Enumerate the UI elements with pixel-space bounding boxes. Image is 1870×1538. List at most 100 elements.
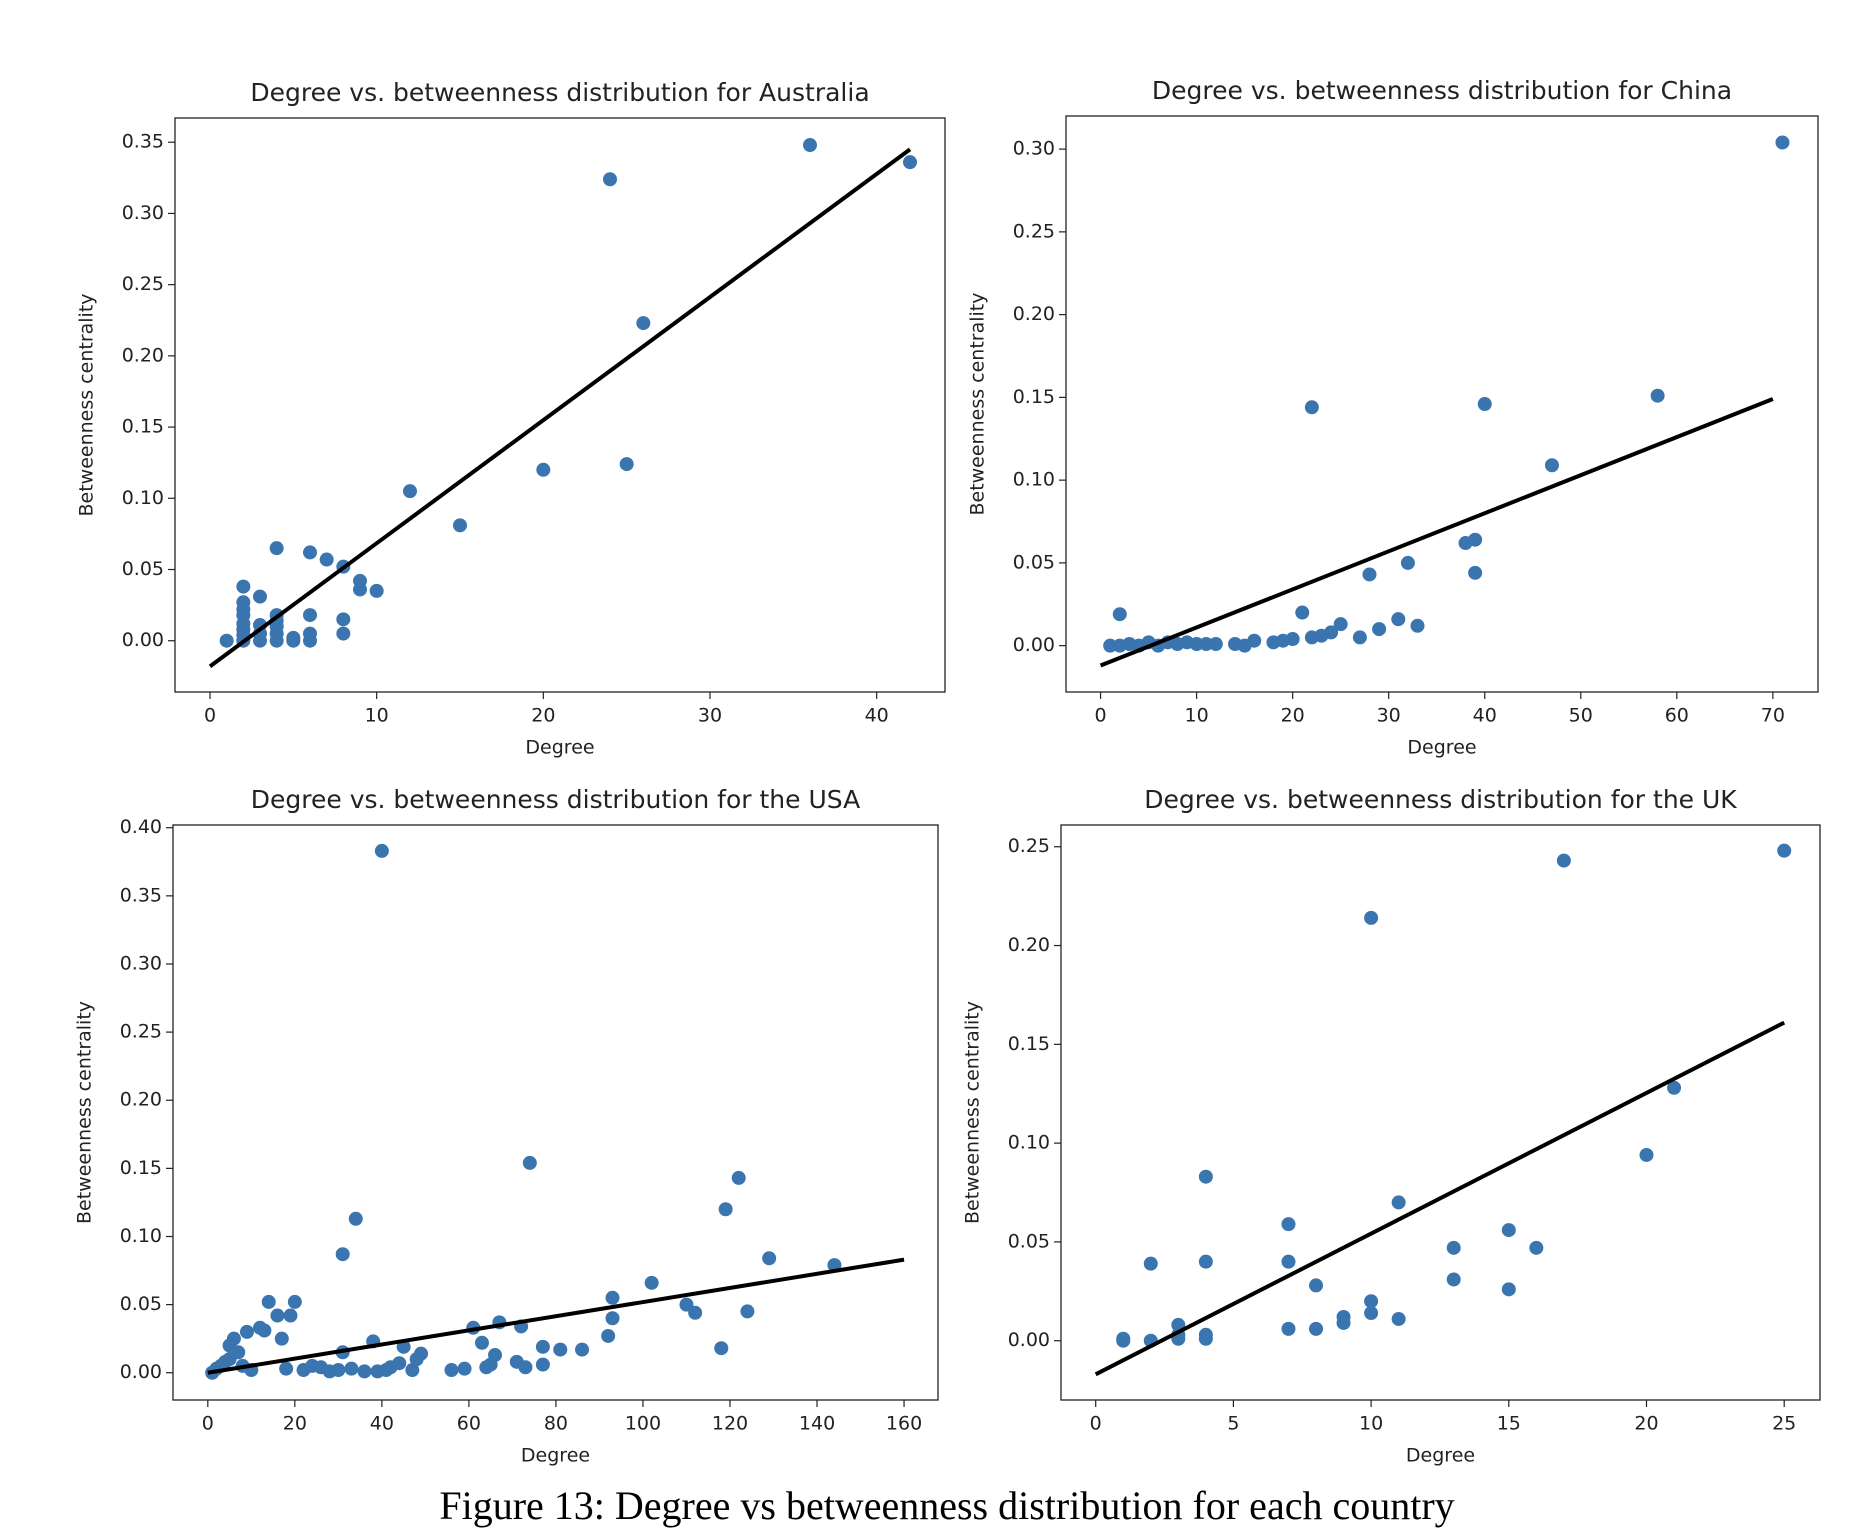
data-point <box>353 582 367 597</box>
x-tick-label: 60 <box>1665 705 1689 727</box>
data-point <box>331 1363 346 1378</box>
data-point <box>903 155 917 170</box>
data-point <box>1364 1306 1379 1321</box>
data-point <box>518 1360 533 1375</box>
data-point <box>369 583 384 598</box>
x-tick-label: 0 <box>202 1413 214 1435</box>
data-point <box>1336 1315 1351 1330</box>
y-tick-label: 0.20 <box>120 1089 162 1111</box>
x-axis-label: Degree <box>521 1445 590 1467</box>
x-axis-label: Degree <box>1407 737 1476 759</box>
x-tick-label: 40 <box>370 1413 394 1435</box>
data-point <box>605 1290 620 1305</box>
x-tick-label: 10 <box>365 705 389 727</box>
data-point <box>335 1247 350 1262</box>
data-point <box>257 1323 272 1338</box>
x-tick-label: 60 <box>457 1413 481 1435</box>
data-point <box>219 633 234 648</box>
y-tick-label: 0.20 <box>1008 934 1050 956</box>
data-point <box>1295 605 1310 620</box>
plot-frame <box>1065 115 1819 693</box>
data-point <box>1529 1240 1544 1255</box>
data-point <box>287 1294 302 1309</box>
y-tick-label: 0.25 <box>1013 220 1055 242</box>
data-point <box>279 1361 294 1376</box>
y-tick-label: 0.00 <box>1013 634 1055 656</box>
y-tick-label: 0.00 <box>1008 1329 1050 1351</box>
data-point <box>740 1304 755 1319</box>
plot-frame <box>172 824 939 1401</box>
data-point <box>488 1348 503 1363</box>
data-point <box>1309 1278 1324 1293</box>
data-point <box>1544 458 1559 473</box>
data-point <box>603 172 617 187</box>
data-point <box>1352 630 1367 645</box>
data-point <box>636 316 651 331</box>
data-point <box>1468 565 1483 580</box>
data-point <box>731 1170 746 1185</box>
data-point <box>1324 625 1339 640</box>
y-tick-label: 0.35 <box>122 131 164 153</box>
data-point <box>1775 135 1790 150</box>
data-point <box>1556 853 1571 868</box>
scatter-panel: Degree vs. betweenness distribution for … <box>74 785 939 1467</box>
x-tick-label: 40 <box>865 705 889 727</box>
y-tick-label: 0.30 <box>1013 138 1055 160</box>
y-tick-label: 0.10 <box>1008 1132 1050 1154</box>
y-axis-label: Betweenness centrality <box>967 292 989 515</box>
data-point <box>1208 637 1223 651</box>
x-tick-label: 70 <box>1761 705 1785 727</box>
trend-line <box>208 147 912 668</box>
x-tick-label: 15 <box>1497 1413 1521 1435</box>
data-point <box>535 1357 550 1372</box>
data-point <box>1247 633 1262 648</box>
data-point <box>231 1345 246 1360</box>
y-axis-label: Betweenness centrality <box>74 1001 96 1224</box>
data-point <box>253 633 267 648</box>
data-point <box>1281 1217 1296 1232</box>
data-point <box>319 552 334 567</box>
x-tick-label: 40 <box>1473 705 1497 727</box>
data-point <box>283 1308 298 1323</box>
plot-frame <box>1060 824 1821 1401</box>
data-point <box>239 1324 254 1339</box>
data-point <box>303 545 317 560</box>
trend-line <box>1099 397 1774 668</box>
y-tick-label: 0.20 <box>122 344 164 366</box>
data-point <box>474 1335 489 1350</box>
x-tick-label: 20 <box>1634 1413 1658 1435</box>
x-tick-label: 120 <box>712 1413 748 1435</box>
data-point <box>453 518 467 533</box>
data-point <box>1333 617 1348 632</box>
x-tick-label: 80 <box>544 1413 568 1435</box>
data-point <box>522 1155 537 1170</box>
x-tick-label: 30 <box>1377 705 1401 727</box>
data-point <box>1639 1147 1654 1162</box>
y-tick-label: 0.10 <box>1013 469 1055 491</box>
x-tick-label: 100 <box>625 1413 661 1435</box>
chart-title: Degree vs. betweenness distribution for … <box>1152 76 1732 105</box>
x-tick-label: 0 <box>1095 705 1107 727</box>
data-point <box>1198 1169 1213 1184</box>
data-point <box>575 1342 590 1357</box>
data-point <box>253 589 267 604</box>
data-point <box>762 1251 777 1266</box>
x-tick-label: 140 <box>799 1413 835 1435</box>
y-tick-label: 0.40 <box>120 816 162 838</box>
data-point <box>1143 1256 1158 1271</box>
y-tick-label: 0.05 <box>1008 1230 1050 1252</box>
data-point <box>1112 607 1127 622</box>
data-point <box>1667 1080 1682 1095</box>
plot-frame <box>174 117 946 693</box>
data-point <box>1501 1282 1516 1297</box>
data-point <box>1777 843 1792 858</box>
data-point <box>274 1331 289 1346</box>
data-point <box>644 1275 659 1290</box>
x-axis-label: Degree <box>1406 1445 1475 1467</box>
x-tick-label: 20 <box>531 705 555 727</box>
figure-caption: Figure 13: Degree vs betweenness distrib… <box>439 1483 1454 1528</box>
y-tick-label: 0.00 <box>122 629 164 651</box>
data-point <box>1410 618 1425 633</box>
y-tick-label: 0.15 <box>120 1157 162 1179</box>
chart-title: Degree vs. betweenness distribution for … <box>1144 785 1737 814</box>
